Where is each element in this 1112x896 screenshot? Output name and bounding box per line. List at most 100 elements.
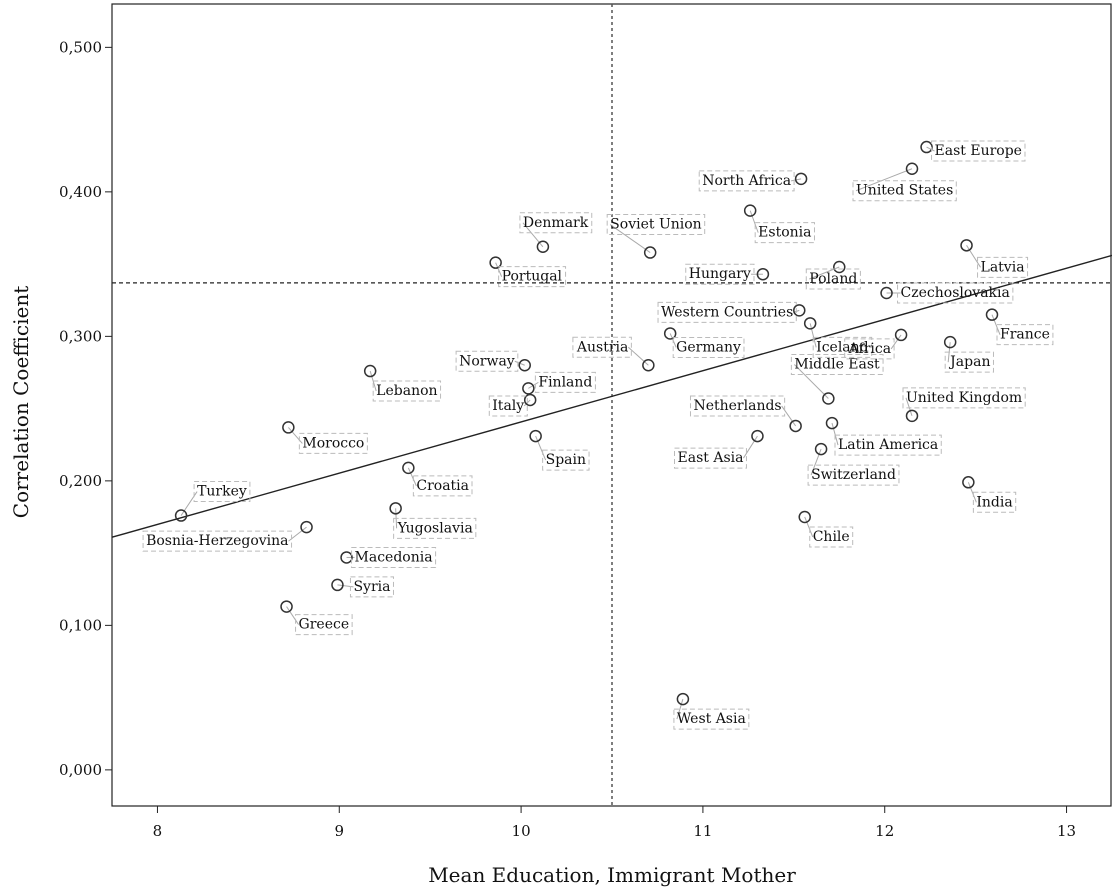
- point-leader-line: [628, 346, 649, 366]
- point-label-box: [372, 380, 442, 402]
- data-point: Norway: [455, 350, 531, 372]
- data-point: Western Countries: [657, 301, 806, 323]
- point-marker: [943, 335, 957, 349]
- data-point: North Africa: [698, 170, 808, 192]
- point-label-box: [455, 350, 519, 372]
- data-point: Japan: [943, 335, 994, 373]
- data-point: United Kingdom: [902, 387, 1026, 423]
- point-leader-line: [781, 405, 797, 427]
- point-label-box: [977, 256, 1029, 278]
- point-label-box: [809, 526, 854, 548]
- data-point: Denmark: [519, 212, 593, 254]
- point-label-box: [807, 464, 900, 486]
- point-label: Latin America: [838, 437, 938, 453]
- point-marker: [300, 520, 313, 534]
- x-tick-label: 10: [512, 822, 531, 840]
- y-tick-label: 0,000: [59, 761, 102, 779]
- point-leader-line: [337, 584, 354, 588]
- point-leader-line: [609, 224, 651, 253]
- point-label-box: [498, 266, 567, 288]
- data-point: Middle East: [790, 353, 884, 405]
- point-marker: [642, 359, 655, 372]
- point-marker: [340, 551, 353, 564]
- point-leader-line: [966, 245, 981, 268]
- fit-line: [111, 254, 1112, 538]
- data-point: Italy: [488, 393, 537, 417]
- data-point: Germany: [663, 327, 745, 358]
- point-marker: [536, 240, 550, 254]
- point-label: Portugal: [502, 269, 563, 285]
- data-point: France: [985, 308, 1054, 346]
- point-label: Austria: [576, 339, 628, 355]
- point-marker: [798, 510, 811, 524]
- point-label: Switzerland: [811, 467, 896, 483]
- data-point: Yugoslavia: [389, 502, 477, 539]
- data-point: Bosnia-Herzegovina: [142, 520, 313, 552]
- point-leader-line: [180, 491, 198, 516]
- point-marker: [803, 317, 817, 330]
- point-label: France: [1000, 327, 1050, 343]
- point-marker: [529, 429, 542, 443]
- point-leader-line: [535, 435, 547, 461]
- point-label-box: [852, 180, 957, 202]
- point-leader-line: [810, 448, 822, 476]
- point-label: Middle East: [794, 356, 880, 372]
- point-marker: [789, 419, 802, 433]
- point-label-box: [351, 546, 437, 568]
- point-label: Spain: [546, 452, 586, 468]
- point-label-box: [902, 387, 1026, 409]
- point-label: East Europe: [935, 143, 1022, 159]
- point-label-box: [689, 395, 786, 417]
- data-point: Switzerland: [807, 442, 900, 486]
- data-point: Hungary: [685, 263, 770, 285]
- point-marker: [643, 246, 657, 259]
- x-tick-label: 11: [693, 822, 712, 840]
- point-label: Turkey: [197, 484, 247, 500]
- point-label: Chile: [813, 529, 850, 545]
- point-label: North Africa: [702, 173, 791, 189]
- point-marker: [282, 421, 295, 434]
- y-tick-label: 0,300: [59, 327, 102, 345]
- data-point: Portugal: [489, 256, 567, 288]
- point-marker: [363, 364, 377, 378]
- point-leader-line: [905, 397, 913, 416]
- data-point: Latvia: [960, 239, 1029, 278]
- point-label: Western Countries: [661, 304, 793, 320]
- y-tick-label: 0,500: [59, 38, 102, 56]
- point-marker: [814, 442, 828, 456]
- data-point: Greece: [280, 600, 353, 636]
- data-point: Lebanon: [363, 364, 442, 402]
- point-label: Hungary: [689, 266, 751, 282]
- point-label-box: [393, 517, 477, 539]
- point-label-box: [844, 338, 895, 360]
- point-marker: [523, 393, 537, 407]
- point-marker: [794, 172, 808, 186]
- point-label-box: [897, 282, 1014, 304]
- point-label-box: [142, 530, 293, 552]
- point-leader-line: [890, 334, 902, 350]
- y-tick-label: 0,100: [59, 616, 102, 634]
- point-label: Norway: [459, 353, 515, 369]
- data-point: Austria: [572, 336, 655, 372]
- point-label-box: [931, 140, 1026, 162]
- point-label: Germany: [676, 339, 741, 355]
- point-leader-line: [743, 435, 758, 459]
- point-label-box: [812, 336, 873, 358]
- point-leader-line: [407, 467, 417, 487]
- point-label: Syria: [353, 579, 390, 595]
- point-label: West Asia: [677, 711, 746, 727]
- x-tick-label: 9: [334, 822, 344, 840]
- point-label-box: [698, 170, 795, 192]
- x-tick-label: 12: [875, 822, 894, 840]
- point-label-box: [519, 212, 593, 234]
- point-marker: [280, 600, 293, 613]
- point-leader-line: [967, 482, 977, 503]
- point-leader-line: [676, 698, 684, 720]
- data-point: India: [962, 476, 1017, 513]
- point-marker: [905, 409, 919, 423]
- data-point: Soviet Union: [606, 214, 706, 259]
- point-label: Africa: [848, 341, 891, 357]
- data-point: Turkey: [174, 481, 251, 522]
- point-marker: [389, 502, 402, 515]
